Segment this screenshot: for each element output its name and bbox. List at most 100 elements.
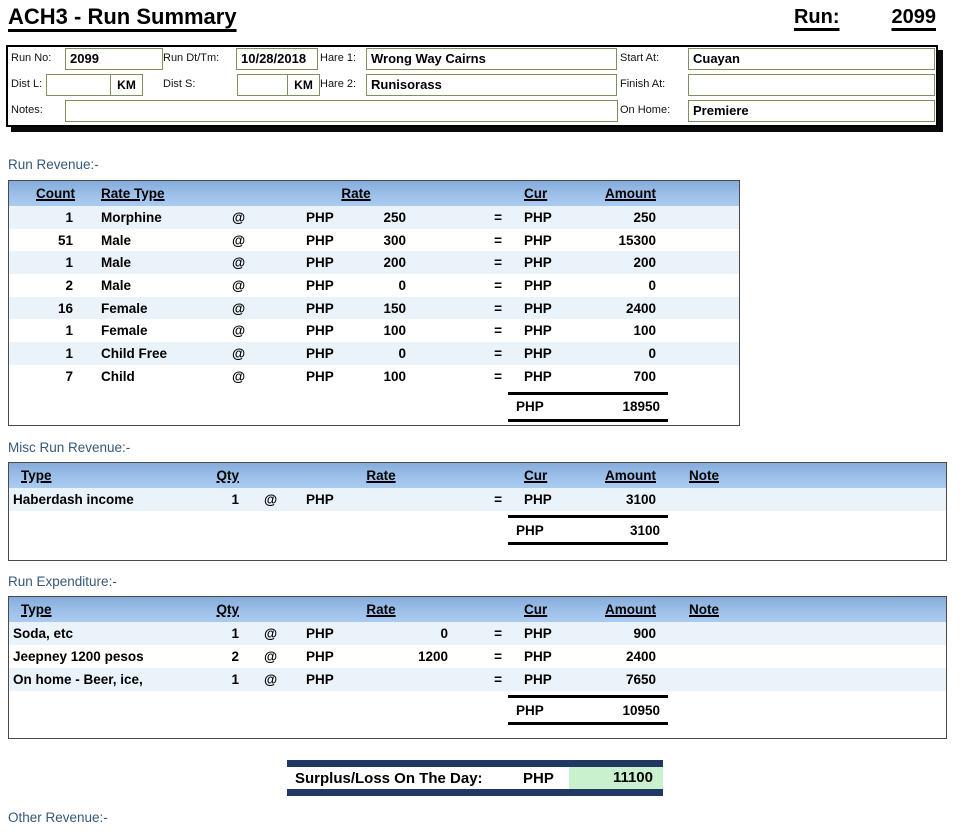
hare1-label: Hare 1: (320, 52, 356, 64)
currency-cell: PHP (516, 346, 576, 361)
at-symbol: @ (214, 210, 306, 225)
rate-currency-cell: PHP (306, 626, 349, 641)
rate-currency-cell: PHP (306, 649, 349, 664)
hare2-label: Hare 2: (320, 78, 356, 90)
rate-value-cell: 100 (348, 369, 406, 384)
finish-at-field[interactable] (688, 74, 935, 96)
table-row: 16 Female @ PHP 150 = PHP 2400 (9, 297, 739, 320)
at-symbol: @ (214, 233, 306, 248)
start-at-field[interactable]: Cuayan (688, 48, 935, 70)
qty-header: Qty (204, 602, 249, 617)
equals-symbol: = (406, 278, 516, 293)
hare2-field[interactable]: Runisorass (366, 74, 617, 96)
at-symbol: @ (214, 255, 306, 270)
run-expenditure-section-label: Run Expenditure:- (8, 574, 117, 589)
amount-header: Amount (576, 186, 664, 201)
equals-symbol: = (406, 210, 516, 225)
start-at-label: Start At: (620, 52, 659, 64)
on-home-field[interactable]: Premiere (688, 100, 935, 122)
rate-header: Rate (306, 468, 456, 483)
table-row: 2 Male @ PHP 0 = PHP 0 (9, 274, 739, 297)
rate-currency-cell: PHP (306, 233, 348, 248)
run-revenue-table: Count Rate Type Rate Cur Amount 1 Morphi… (8, 180, 740, 426)
table-row: 1 Child Free @ PHP 0 = PHP 0 (9, 342, 739, 365)
currency-cell: PHP (516, 210, 576, 225)
currency-cell: PHP (516, 369, 576, 384)
type-cell: Soda, etc (9, 626, 204, 641)
amount-cell: 250 (576, 210, 664, 225)
run-details-form: Run No: 2099 Run Dt/Tm: 10/28/2018 Hare … (6, 45, 938, 127)
table-row: Haberdash income 1 @ PHP = PHP 3100 (9, 488, 946, 511)
dist-s-field[interactable] (237, 74, 291, 96)
total-currency: PHP (508, 523, 544, 538)
run-dttm-field[interactable]: 10/28/2018 (236, 48, 318, 70)
note-header: Note (664, 468, 946, 483)
equals-symbol: = (406, 323, 516, 338)
total-currency: PHP (508, 399, 544, 414)
total-amount: 10950 (622, 703, 668, 718)
notes-field[interactable] (65, 100, 618, 122)
surplus-currency: PHP (523, 770, 569, 787)
rate-type-cell: Child Free (79, 346, 214, 361)
equals-symbol: = (456, 626, 516, 641)
rate-type-cell: Male (79, 278, 214, 293)
count-cell: 2 (9, 278, 79, 293)
note-header: Note (664, 602, 946, 617)
run-header: Run: 2099 (794, 6, 936, 29)
rate-currency-cell: PHP (306, 369, 348, 384)
at-symbol: @ (214, 346, 306, 361)
table-row: On home - Beer, ice, 1 @ PHP = PHP 7650 (9, 668, 946, 691)
count-cell: 51 (9, 233, 79, 248)
table-row: 1 Male @ PHP 200 = PHP 200 (9, 251, 739, 274)
misc-revenue-table: Type Qty Rate Cur Amount Note Haberdash … (8, 462, 947, 561)
at-symbol: @ (249, 492, 306, 507)
at-symbol: @ (214, 323, 306, 338)
rate-currency-cell: PHP (306, 210, 348, 225)
count-cell: 1 (9, 346, 79, 361)
equals-symbol: = (406, 301, 516, 316)
rate-currency-cell: PHP (306, 672, 349, 687)
rate-type-cell: Child (79, 369, 214, 384)
rate-type-cell: Male (79, 255, 214, 270)
rate-value-cell: 250 (348, 210, 406, 225)
hare1-field[interactable]: Wrong Way Cairns (366, 48, 617, 70)
equals-symbol: = (456, 492, 516, 507)
amount-cell: 2400 (576, 649, 664, 664)
rate-value-cell: 100 (348, 323, 406, 338)
at-symbol: @ (249, 672, 306, 687)
rate-currency-cell: PHP (306, 346, 348, 361)
rate-currency-cell: PHP (306, 301, 348, 316)
type-cell: Jeepney 1200 pesos (9, 649, 204, 664)
type-header: Type (9, 468, 204, 483)
dist-l-field[interactable] (46, 74, 114, 96)
dist-l-label: Dist L: (11, 78, 42, 90)
surplus-label: Surplus/Loss On The Day: (287, 770, 523, 787)
run-expenditure-table: Type Qty Rate Cur Amount Note Soda, etc … (8, 596, 947, 739)
qty-cell: 1 (204, 492, 249, 507)
rate-value-cell: 1200 (349, 649, 456, 664)
count-header: Count (9, 186, 79, 201)
amount-cell: 100 (576, 323, 664, 338)
run-no-field[interactable]: 2099 (65, 48, 163, 70)
amount-cell: 15300 (576, 233, 664, 248)
dist-l-unit: KM (110, 74, 143, 96)
run-number: 2099 (892, 6, 937, 29)
rate-type-cell: Female (79, 323, 214, 338)
surplus-amount: 11100 (569, 767, 663, 789)
count-cell: 1 (9, 255, 79, 270)
table-row: Soda, etc 1 @ PHP 0 = PHP 900 (9, 622, 946, 645)
at-symbol: @ (214, 369, 306, 384)
type-header: Type (9, 602, 204, 617)
total-amount: 3100 (630, 523, 668, 538)
finish-at-label: Finish At: (620, 78, 665, 90)
currency-cell: PHP (516, 492, 576, 507)
amount-cell: 0 (576, 346, 664, 361)
run-revenue-table-header: Count Rate Type Rate Cur Amount (9, 181, 739, 206)
page-title: ACH3 - Run Summary (8, 4, 237, 30)
rate-header: Rate (306, 186, 406, 201)
at-symbol: @ (214, 278, 306, 293)
currency-cell: PHP (516, 233, 576, 248)
qty-cell: 1 (204, 626, 249, 641)
run-revenue-rows: 1 Morphine @ PHP 250 = PHP 250 51 Male @… (9, 206, 739, 388)
table-row: 1 Female @ PHP 100 = PHP 100 (9, 319, 739, 342)
